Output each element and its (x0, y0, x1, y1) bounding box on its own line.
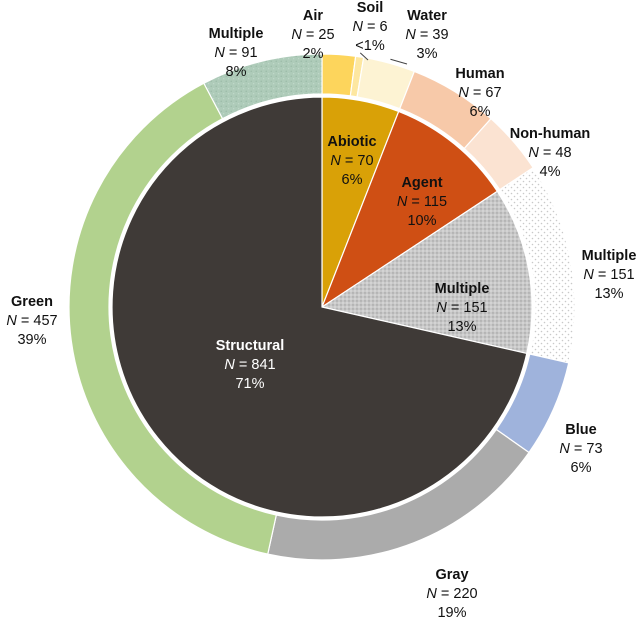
inner-label-percent: 10% (407, 213, 436, 229)
outer-slice-green (68, 82, 278, 555)
outer-label-percent: 4% (540, 164, 561, 180)
outer-label-name: Blue (565, 422, 596, 438)
inner-label-n: N = 841 (224, 357, 275, 373)
outer-label-name: Multiple (209, 26, 264, 42)
outer-label-n: N = 220 (426, 586, 477, 602)
outer-label-n: N = 39 (405, 27, 448, 43)
outer-label-human: Human N = 67 6% (455, 66, 504, 120)
outer-label-green: Green N = 457 39% (6, 294, 57, 348)
leader-line-water (390, 58, 408, 65)
leader-lines (359, 52, 408, 65)
outer-label-name: Green (11, 294, 53, 310)
outer-label-percent: 19% (437, 605, 466, 621)
outer-label-name: Water (407, 8, 447, 24)
inner-label-structural: Structural N = 841 71% (216, 338, 285, 392)
outer-label-percent: 2% (303, 46, 324, 62)
outer-label-n: N = 91 (214, 45, 257, 61)
outer-ring (68, 53, 576, 561)
outer-label-n: N = 73 (559, 441, 602, 457)
outer-label-name: Soil (357, 0, 384, 16)
outer-label-name: Human (455, 66, 504, 82)
outer-label-nonhuman: Non-human N = 48 4% (510, 126, 591, 180)
outer-label-percent: 3% (417, 46, 438, 62)
inner-label-name: Multiple (435, 281, 490, 297)
outer-label-percent: 6% (571, 460, 592, 476)
outer-label-n: N = 48 (528, 145, 571, 161)
inner-label-agent: Agent N = 115 10% (397, 175, 447, 229)
outer-label-name: Gray (435, 567, 468, 583)
inner-slice-structural (111, 96, 528, 518)
outer-label-percent: <1% (355, 38, 385, 54)
outer-label-blue: Blue N = 73 6% (559, 422, 602, 476)
inner-label-multiple: Multiple N = 151 13% (435, 281, 490, 335)
outer-label-air: Air N = 25 2% (291, 8, 334, 62)
outer-label-n: N = 6 (352, 19, 387, 35)
outer-label-multiple_g: Multiple N = 91 8% (209, 26, 264, 80)
outer-label-n: N = 67 (458, 85, 501, 101)
outer-label-soil: Soil N = 6 <1% (352, 0, 387, 54)
inner-label-percent: 6% (342, 172, 363, 188)
outer-label-n: N = 25 (291, 27, 334, 43)
inner-pie (111, 96, 533, 518)
inner-label-percent: 13% (447, 319, 476, 335)
outer-label-multiple_o: Multiple N = 151 13% (582, 248, 637, 302)
segment-labels: Abiotic N = 70 6% Agent N = 115 10% Multiple N … (6, 0, 636, 621)
inner-label-name: Structural (216, 338, 285, 354)
inner-label-percent: 71% (235, 376, 264, 392)
outer-slice-multiple_g (203, 53, 323, 120)
inner-slice-agent (320, 110, 499, 309)
inner-label-name: Abiotic (327, 134, 376, 150)
inner-label-n: N = 70 (330, 153, 373, 169)
outer-label-percent: 39% (17, 332, 46, 348)
outer-label-name: Non-human (510, 126, 591, 142)
inner-label-name: Agent (401, 175, 442, 191)
inner-slice-multiple (320, 190, 533, 355)
outer-label-n: N = 457 (6, 313, 57, 329)
inner-label-abiotic: Abiotic N = 70 6% (327, 134, 376, 188)
outer-label-percent: 6% (470, 104, 491, 120)
outer-label-percent: 8% (226, 64, 247, 80)
leader-line-soil (359, 52, 369, 61)
outer-label-n: N = 151 (583, 267, 634, 283)
inner-label-n: N = 115 (397, 194, 447, 210)
outer-label-water: Water N = 39 3% (405, 8, 448, 62)
outer-label-name: Air (303, 8, 324, 24)
outer-label-name: Multiple (582, 248, 637, 264)
inner-label-n: N = 151 (436, 300, 487, 316)
outer-label-gray: Gray N = 220 19% (426, 567, 477, 621)
outer-label-percent: 13% (594, 286, 623, 302)
